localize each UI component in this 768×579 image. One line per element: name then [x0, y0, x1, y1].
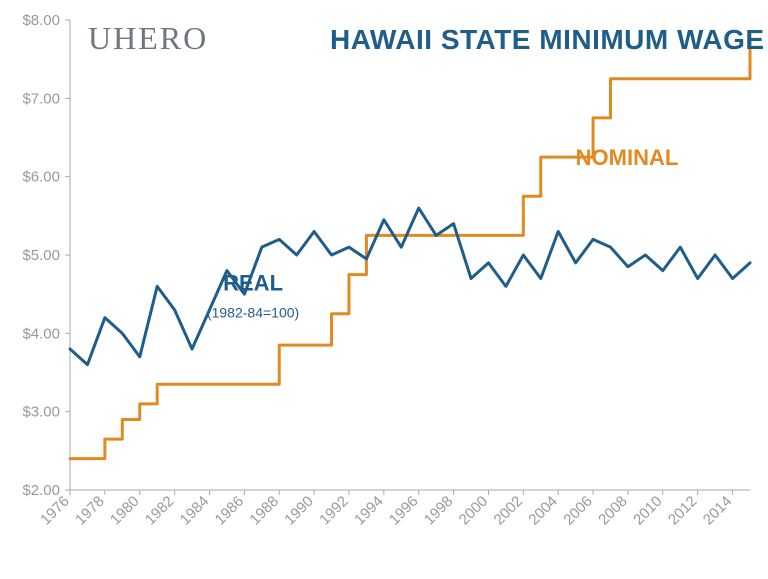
x-tick-label: 2006 [560, 493, 596, 529]
chart-svg: $2.00$3.00$4.00$5.00$6.00$7.00$8.0019761… [0, 0, 768, 579]
y-tick-label: $2.00 [22, 482, 60, 499]
y-tick-label: $4.00 [22, 325, 60, 342]
y-tick-label: $5.00 [22, 247, 60, 264]
series-label-real: REAL [223, 270, 283, 295]
x-tick-label: 2010 [630, 493, 666, 529]
x-tick-label: 2000 [456, 493, 492, 529]
y-tick-label: $6.00 [22, 169, 60, 186]
x-tick-label: 1994 [351, 493, 387, 529]
x-tick-label: 1990 [281, 493, 317, 529]
uhero-logo: UHERO [88, 20, 208, 57]
y-tick-label: $7.00 [22, 90, 60, 107]
x-tick-label: 1996 [386, 493, 422, 529]
series-sublabel-real: (1982-84=100) [207, 305, 299, 321]
series-label-nominal: NOMINAL [576, 145, 679, 170]
x-tick-label: 1988 [246, 493, 282, 529]
series-real [70, 208, 750, 365]
x-tick-label: 1980 [107, 493, 143, 529]
x-tick-label: 1982 [142, 493, 178, 529]
x-tick-label: 1986 [212, 493, 248, 529]
series-nominal [70, 40, 750, 459]
x-tick-label: 2004 [525, 493, 561, 529]
x-tick-label: 2008 [595, 493, 631, 529]
x-tick-label: 2002 [491, 493, 527, 529]
x-tick-label: 2014 [700, 493, 736, 529]
x-tick-label: 1978 [72, 493, 108, 529]
x-tick-label: 1984 [177, 493, 213, 529]
x-tick-label: 1992 [316, 493, 352, 529]
chart-title: HAWAII STATE MINIMUM WAGE [330, 24, 765, 56]
x-tick-label: 2012 [665, 493, 701, 529]
x-tick-label: 1998 [421, 493, 457, 529]
y-tick-label: $3.00 [22, 404, 60, 421]
y-tick-label: $8.00 [22, 12, 60, 29]
chart-root: UHERO HAWAII STATE MINIMUM WAGE $2.00 $3.… [0, 0, 768, 579]
